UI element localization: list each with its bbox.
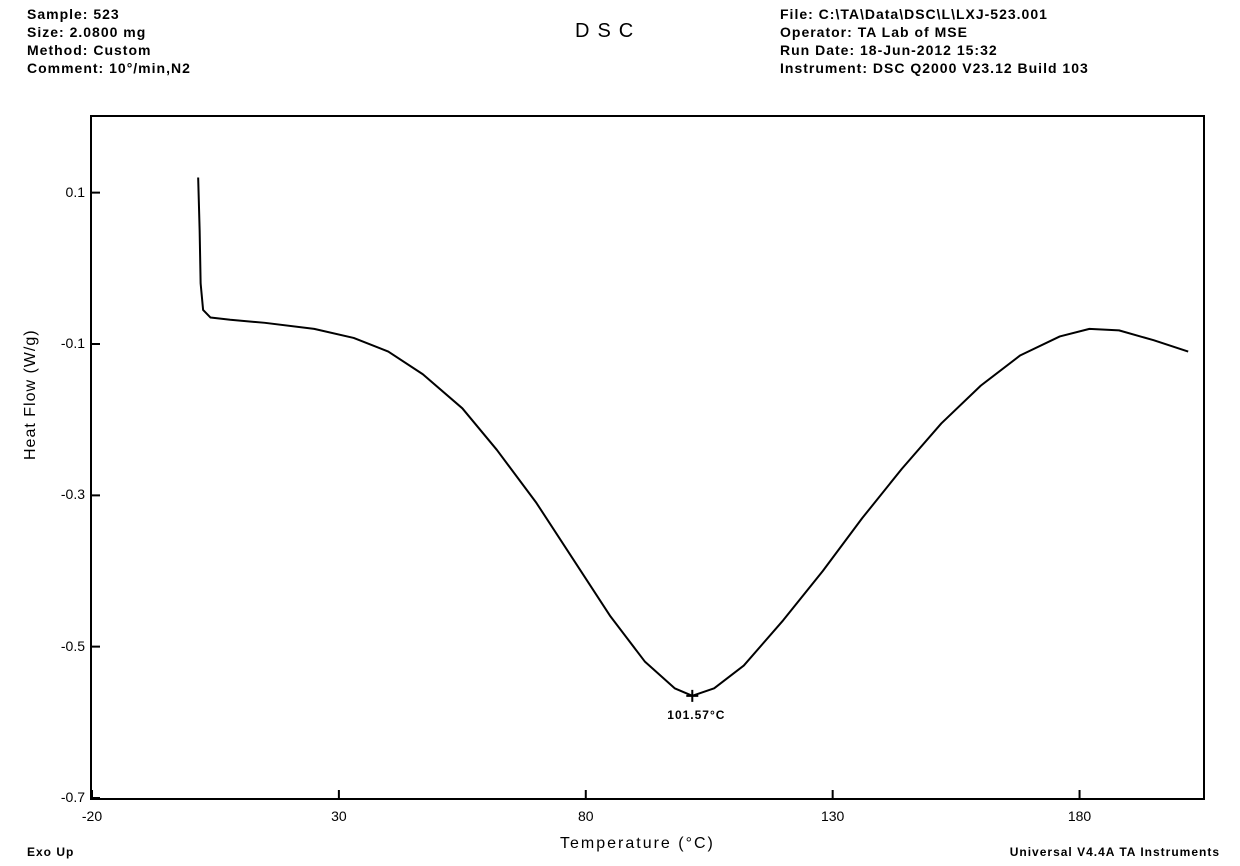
comment-value: 10°/min,N2	[109, 60, 191, 76]
size-value: 2.0800 mg	[70, 24, 147, 40]
file-line: File: C:\TA\Data\DSC\L\LXJ-523.001	[780, 5, 1089, 23]
peak-label: 101.57°C	[667, 708, 725, 722]
x-tick-label: 130	[813, 808, 853, 824]
y-tick-label: 0.1	[45, 184, 85, 200]
rundate-value: 18-Jun-2012 15:32	[860, 42, 998, 58]
sample-label: Sample:	[27, 6, 88, 22]
instrument-label: Instrument:	[780, 60, 868, 76]
chart-svg	[92, 117, 1203, 798]
file-value: C:\TA\Data\DSC\L\LXJ-523.001	[819, 6, 1048, 22]
size-label: Size:	[27, 24, 65, 40]
comment-label: Comment:	[27, 60, 104, 76]
operator-value: TA Lab of MSE	[858, 24, 968, 40]
exo-up-label: Exo Up	[27, 845, 74, 859]
y-tick-label: -0.5	[45, 638, 85, 654]
file-label: File:	[780, 6, 814, 22]
method-label: Method:	[27, 42, 88, 58]
method-value: Custom	[93, 42, 151, 58]
y-tick-label: -0.7	[45, 789, 85, 805]
sample-value: 523	[93, 6, 119, 22]
method-line: Method: Custom	[27, 41, 191, 59]
universal-label: Universal V4.4A TA Instruments	[1010, 845, 1220, 859]
x-tick-label: -20	[72, 808, 112, 824]
comment-line: Comment: 10°/min,N2	[27, 59, 191, 77]
operator-line: Operator: TA Lab of MSE	[780, 23, 1089, 41]
sample-line: Sample: 523	[27, 5, 191, 23]
operator-label: Operator:	[780, 24, 853, 40]
dsc-page: Sample: 523 Size: 2.0800 mg Method: Cust…	[0, 0, 1240, 866]
size-line: Size: 2.0800 mg	[27, 23, 191, 41]
instrument-value: DSC Q2000 V23.12 Build 103	[873, 60, 1089, 76]
x-tick-label: 30	[319, 808, 359, 824]
chart-area	[90, 115, 1205, 800]
x-tick-label: 80	[566, 808, 606, 824]
y-axis-label: Heat Flow (W/g)	[22, 329, 40, 460]
y-tick-label: -0.1	[45, 335, 85, 351]
instrument-line: Instrument: DSC Q2000 V23.12 Build 103	[780, 59, 1089, 77]
rundate-label: Run Date:	[780, 42, 855, 58]
y-tick-label: -0.3	[45, 486, 85, 502]
rundate-line: Run Date: 18-Jun-2012 15:32	[780, 41, 1089, 59]
x-tick-label: 180	[1060, 808, 1100, 824]
meta-left: Sample: 523 Size: 2.0800 mg Method: Cust…	[27, 5, 191, 77]
meta-right: File: C:\TA\Data\DSC\L\LXJ-523.001 Opera…	[780, 5, 1089, 77]
x-axis-label: Temperature (°C)	[560, 835, 715, 853]
chart-title: DSC	[575, 20, 641, 43]
